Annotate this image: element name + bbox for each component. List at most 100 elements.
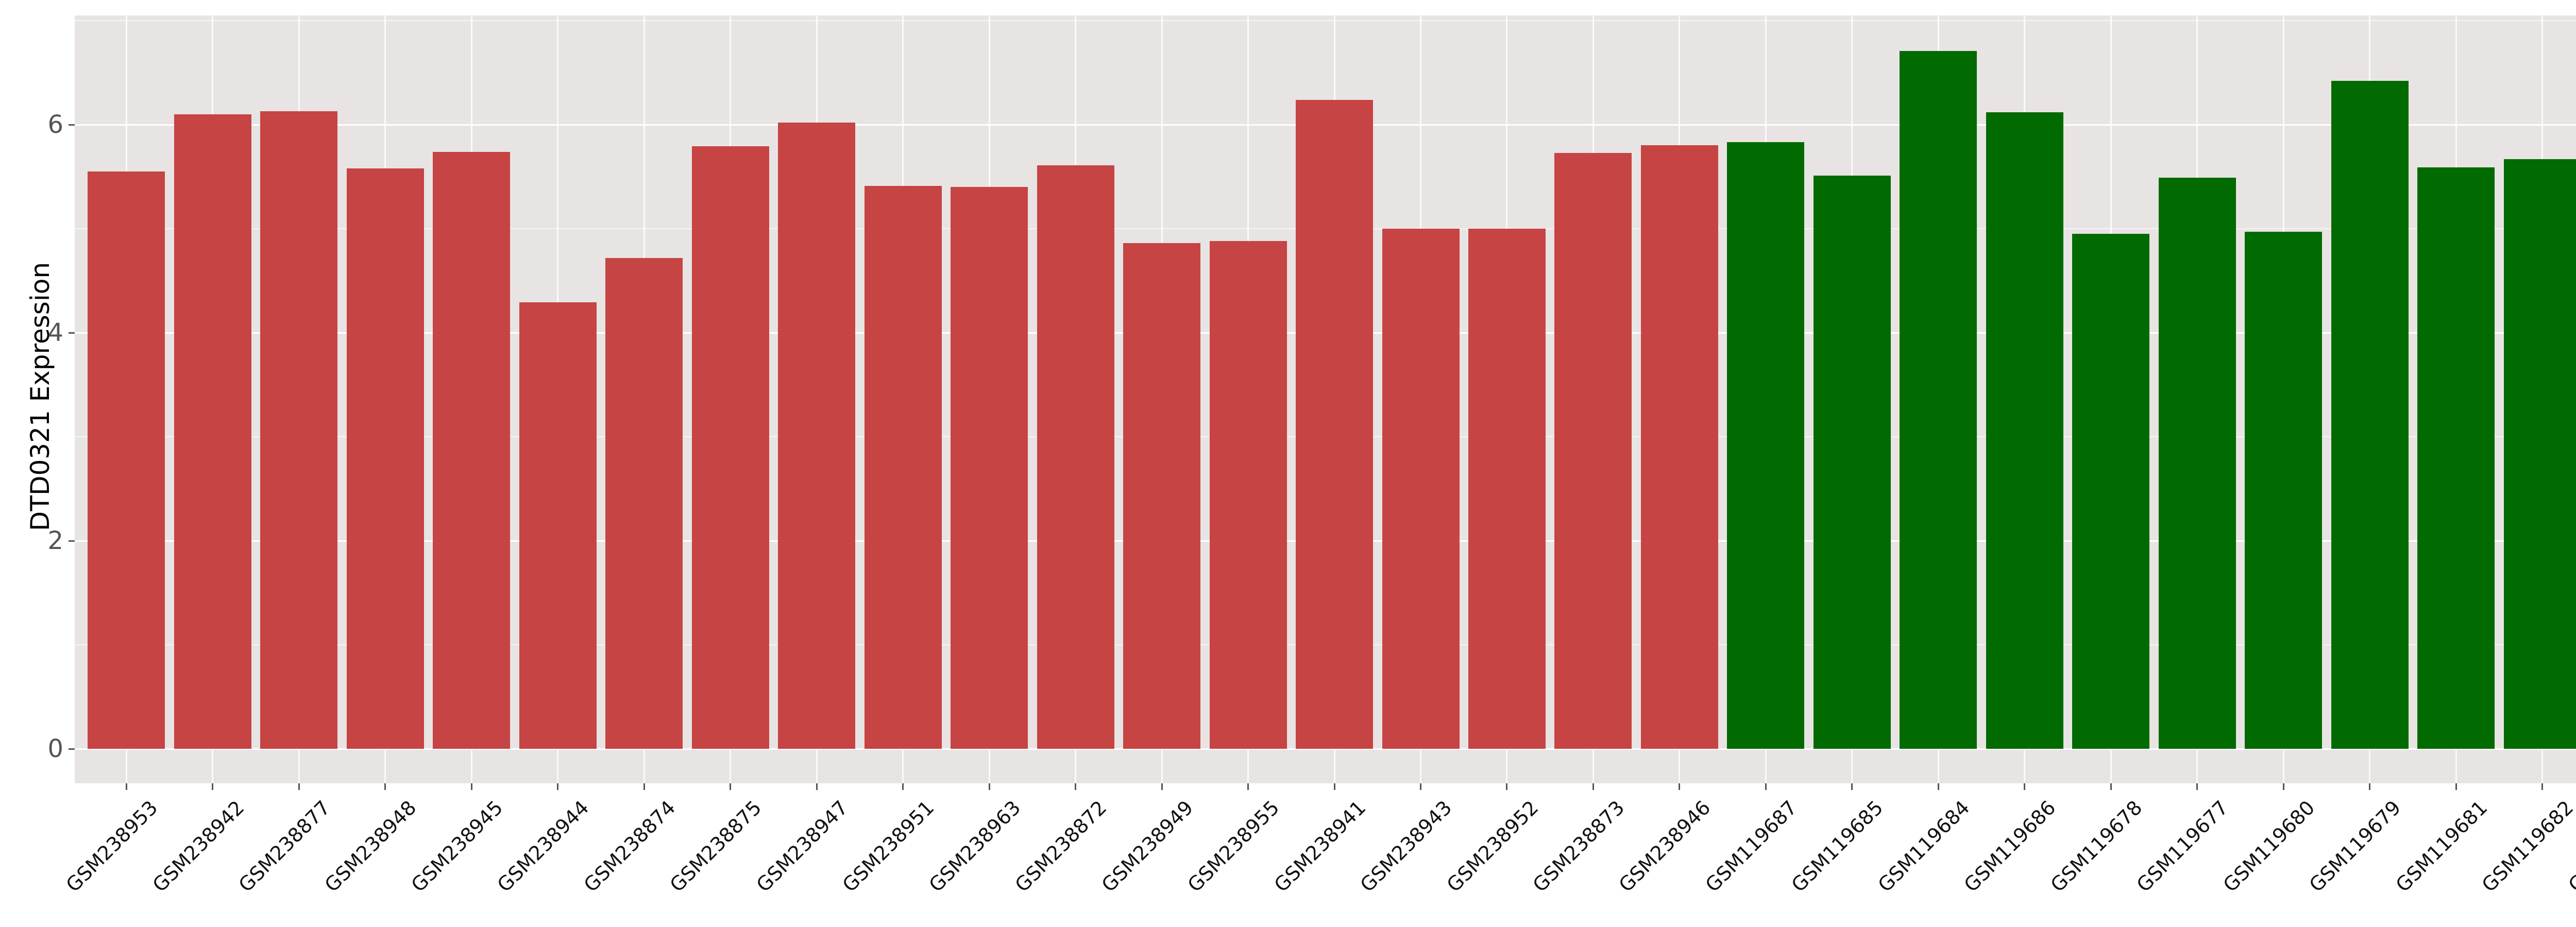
x-tick-mark	[298, 783, 300, 790]
x-tick-label: GSM238951	[838, 796, 939, 897]
x-tick-mark	[557, 783, 559, 790]
x-tick-label: GSM238872	[1010, 796, 1111, 897]
x-tick-mark	[2110, 783, 2112, 790]
x-tick-mark	[125, 783, 127, 790]
x-tick-mark	[1506, 783, 1508, 790]
x-tick-label: GSM119677	[2132, 796, 2233, 897]
x-tick-mark	[1333, 783, 1335, 790]
x-tick-mark	[1420, 783, 1421, 790]
x-tick-label: GSM238947	[752, 796, 853, 897]
x-tick-label: GSM238874	[579, 796, 680, 897]
y-gridline-major	[75, 748, 2576, 750]
x-tick-label: GSM119684	[1873, 796, 1974, 897]
x-tick-label: GSM119681	[2391, 796, 2492, 897]
x-tick-label: GSM119678	[2046, 796, 2147, 897]
plot-panel	[75, 15, 2576, 783]
x-tick-label: GSM238944	[493, 796, 594, 897]
x-tick-mark	[902, 783, 904, 790]
x-tick-mark	[2282, 783, 2284, 790]
x-tick-mark	[1765, 783, 1767, 790]
x-tick-label: GSM238955	[1183, 796, 1284, 897]
x-tick-label: GSM119686	[1960, 796, 2060, 897]
bar-GSM238874	[605, 258, 683, 749]
bar-GSM238953	[88, 171, 165, 749]
x-tick-mark	[643, 783, 645, 790]
bar-GSM119685	[1813, 175, 1891, 749]
bar-GSM238948	[346, 168, 424, 749]
x-tick-label: GSM119679	[2304, 796, 2405, 897]
bar-GSM238875	[691, 146, 769, 749]
bar-GSM238963	[951, 187, 1028, 749]
x-tick-label: GSM119682	[2477, 796, 2576, 897]
bar-GSM238877	[260, 111, 338, 749]
x-tick-label: GSM238948	[320, 796, 421, 897]
bar-GSM238941	[1296, 99, 1374, 749]
x-tick-mark	[1851, 783, 1853, 790]
bar-GSM238947	[778, 122, 856, 749]
y-tick-label: 4	[47, 318, 63, 347]
x-tick-label: GSM238953	[61, 796, 162, 897]
x-tick-mark	[730, 783, 732, 790]
bar-GSM119686	[1986, 112, 2063, 749]
x-tick-label: GSM238877	[234, 796, 335, 897]
y-tick-label: 0	[47, 734, 63, 763]
y-tick-mark	[69, 748, 75, 750]
bar-GSM238944	[519, 302, 597, 749]
bar-GSM238952	[1468, 229, 1546, 749]
bar-GSM238946	[1640, 145, 1718, 749]
x-tick-label: GSM238945	[406, 796, 507, 897]
x-tick-mark	[1937, 783, 1939, 790]
x-tick-mark	[1247, 783, 1249, 790]
x-tick-label: GSM238941	[1269, 796, 1370, 897]
x-tick-mark	[2196, 783, 2198, 790]
y-tick-mark	[69, 124, 75, 126]
x-tick-label: GSM238875	[666, 796, 766, 897]
bar-GSM238943	[1382, 229, 1460, 749]
x-tick-label: GSM238952	[1442, 796, 1543, 897]
x-tick-mark	[470, 783, 472, 790]
x-tick-mark	[1075, 783, 1077, 790]
x-tick-label: GSM238946	[1615, 796, 1715, 897]
x-tick-mark	[384, 783, 386, 790]
bar-GSM238872	[1037, 165, 1114, 749]
bar-GSM238942	[174, 114, 251, 749]
x-tick-mark	[1679, 783, 1681, 790]
bar-GSM119679	[2331, 81, 2409, 749]
bar-GSM238949	[1123, 243, 1201, 749]
x-tick-label: GSM238873	[1528, 796, 1629, 897]
x-tick-label: GSM238942	[148, 796, 248, 897]
bar-GSM119687	[1727, 142, 1805, 749]
x-tick-mark	[2541, 783, 2544, 790]
y-tick-label: 6	[47, 110, 63, 139]
y-axis-title: DTD0321 Expression	[25, 262, 55, 531]
bar-GSM238955	[1209, 241, 1287, 749]
bar-GSM119677	[2158, 178, 2236, 749]
x-tick-label: GSM119685	[1787, 796, 1888, 897]
x-tick-label: GSM238943	[1355, 796, 1456, 897]
bar-GSM119680	[2245, 232, 2323, 749]
bar-GSM238945	[433, 151, 511, 749]
x-tick-mark	[1592, 783, 1594, 790]
bar-GSM119681	[2417, 167, 2495, 749]
x-tick-mark	[212, 783, 214, 790]
x-tick-label: GSM238963	[924, 796, 1025, 897]
y-gridline-minor	[75, 20, 2576, 21]
bar-GSM119678	[2072, 234, 2150, 749]
x-tick-mark	[816, 783, 818, 790]
y-tick-mark	[69, 332, 75, 334]
bar-GSM119682	[2503, 159, 2576, 749]
bar-GSM238873	[1554, 152, 1632, 749]
x-tick-mark	[1161, 783, 1163, 790]
bar-GSM238951	[864, 186, 942, 749]
bar-GSM119684	[1900, 50, 1977, 749]
x-tick-mark	[988, 783, 990, 790]
y-tick-mark	[69, 540, 75, 542]
x-tick-label: GSM119680	[2218, 796, 2319, 897]
x-tick-mark	[2024, 783, 2026, 790]
x-tick-label: GSM238949	[1097, 796, 1198, 897]
x-tick-mark	[2369, 783, 2371, 790]
x-tick-label: GSM119687	[1701, 796, 1802, 897]
x-tick-mark	[2455, 783, 2457, 790]
y-tick-label: 2	[47, 526, 63, 555]
